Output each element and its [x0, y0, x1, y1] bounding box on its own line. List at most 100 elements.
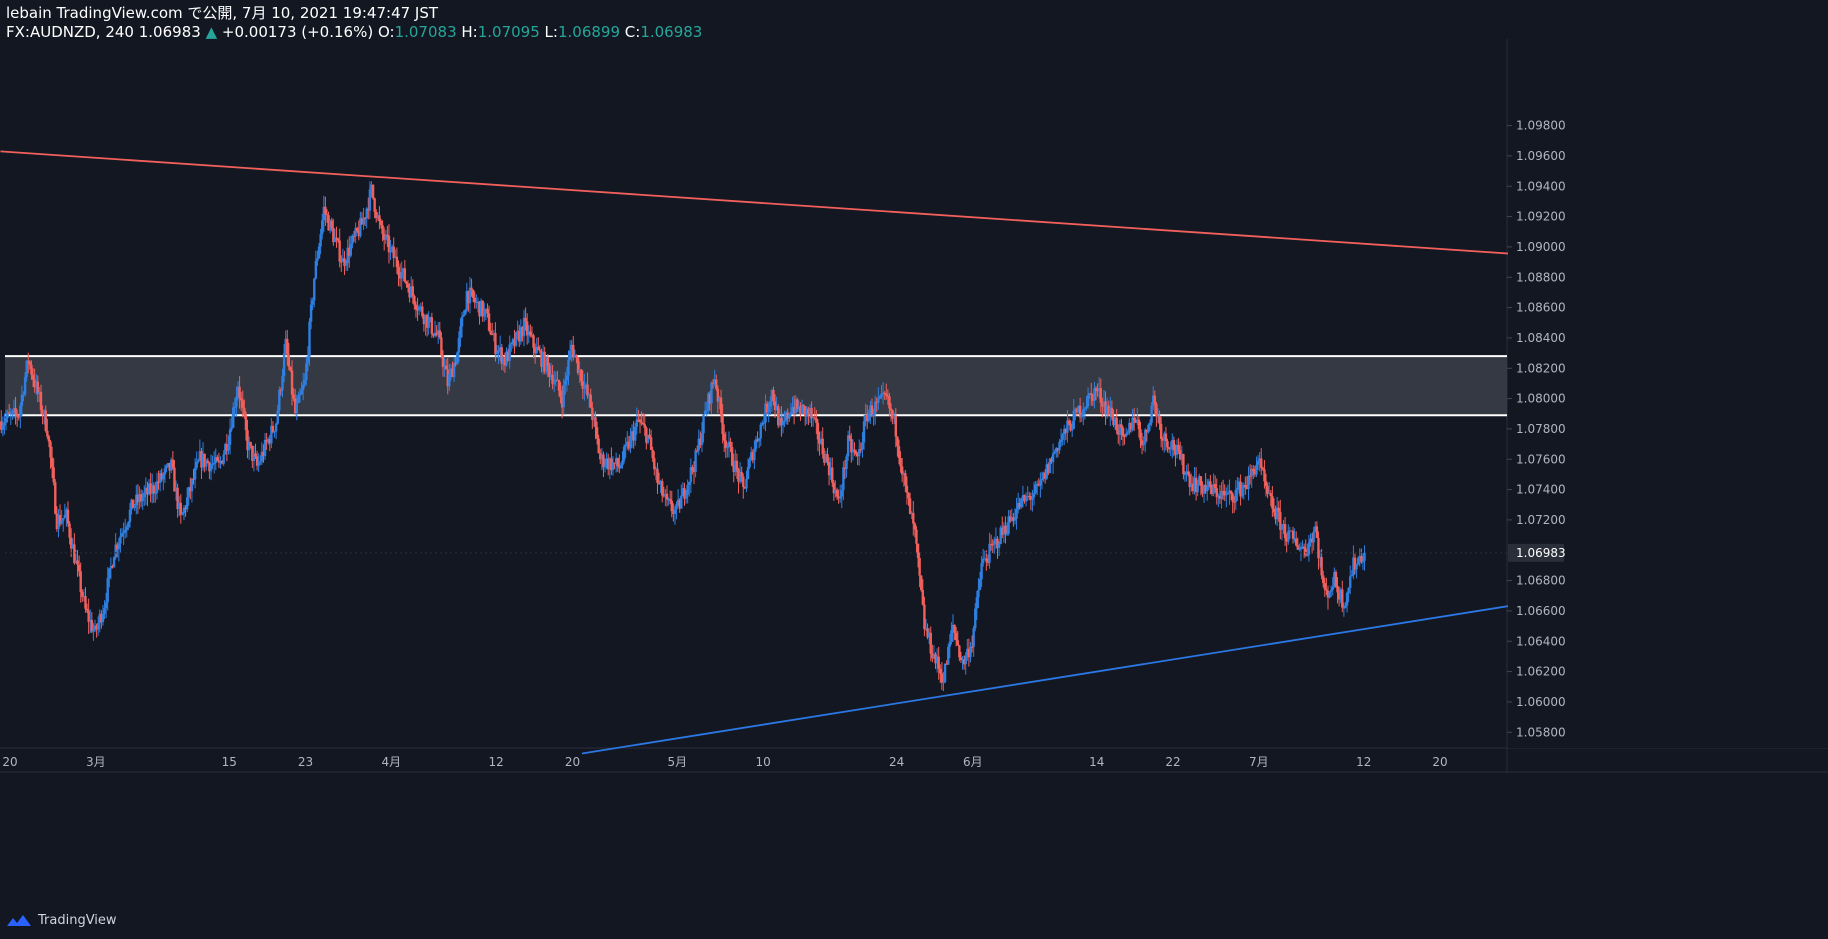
candle-up — [456, 352, 459, 365]
candle-down — [815, 418, 818, 424]
candle-up — [935, 656, 939, 664]
candle-down — [1018, 502, 1021, 508]
candle-up — [629, 435, 632, 449]
candle-down — [724, 440, 727, 449]
candle-down — [343, 258, 346, 266]
candle-down — [489, 330, 492, 335]
candle-up — [838, 496, 842, 499]
candle-down — [959, 657, 963, 661]
candle-up — [1085, 406, 1088, 409]
candle-up — [130, 499, 133, 510]
candle-up — [877, 398, 880, 403]
candle-up — [93, 625, 97, 630]
candle-down — [1285, 538, 1288, 542]
candle-up — [738, 471, 742, 482]
candle-up — [154, 492, 157, 494]
candle-up — [178, 502, 181, 509]
candle-down — [559, 390, 562, 398]
candle-down — [500, 347, 503, 364]
candle-up — [578, 369, 581, 374]
candle-up — [972, 628, 975, 648]
candle-up — [565, 375, 569, 381]
candle-up — [389, 246, 392, 253]
low-label: L: — [544, 23, 558, 41]
candle-down — [721, 415, 724, 435]
candle-down — [530, 335, 534, 337]
candle-down — [837, 496, 840, 499]
candle-down — [46, 430, 49, 437]
candle-down — [1067, 420, 1071, 424]
candle-up — [328, 220, 332, 231]
candle-up — [502, 357, 505, 364]
candle-down — [1341, 589, 1344, 608]
candle-down — [597, 438, 600, 454]
candle-down — [1161, 438, 1164, 441]
candle-down — [246, 430, 249, 451]
candle-down — [653, 458, 656, 470]
candle-up — [449, 368, 453, 375]
candle-down — [41, 410, 44, 415]
candle-down — [58, 515, 62, 524]
candle-up — [42, 410, 46, 415]
candle-up — [452, 362, 456, 378]
candle-down — [1252, 468, 1255, 472]
candle-up — [684, 494, 688, 499]
candle-up — [96, 623, 100, 630]
candle-up — [549, 374, 553, 377]
candle-down — [471, 290, 475, 298]
candle-down — [136, 494, 140, 503]
candle-up — [718, 397, 721, 402]
candle-up — [71, 544, 74, 549]
candle-down — [55, 513, 59, 529]
candle-up — [233, 407, 237, 409]
candle-up — [437, 330, 440, 336]
candle-down — [378, 215, 381, 221]
candle-up — [25, 360, 28, 378]
candle-up — [703, 410, 707, 415]
candle-down — [616, 458, 619, 467]
candle-up — [1063, 429, 1066, 435]
candle-down — [386, 234, 389, 236]
candle-up — [924, 628, 928, 630]
candle-up — [770, 389, 774, 402]
y-tick-label: 1.07800 — [1516, 422, 1566, 436]
candle-up — [757, 438, 761, 442]
candle-down — [580, 369, 583, 382]
candle-down — [379, 220, 383, 226]
candle-up — [519, 327, 523, 342]
candle-down — [743, 486, 747, 489]
candle-down — [430, 317, 434, 334]
candle-up — [232, 407, 235, 428]
candle-down — [265, 439, 268, 443]
candle-up — [1150, 405, 1153, 423]
candle-down — [244, 415, 248, 431]
candle-down — [1336, 586, 1339, 593]
candle-up — [295, 403, 298, 414]
candle-up — [748, 459, 751, 467]
candle-up — [1015, 509, 1018, 519]
candle-up — [1328, 591, 1331, 598]
candle-up — [147, 483, 151, 495]
candle-up — [103, 608, 106, 614]
candle-down — [327, 215, 330, 231]
candle-down — [1096, 390, 1099, 392]
candle-up — [1175, 444, 1179, 455]
candle-down — [807, 408, 810, 415]
candle-down — [294, 398, 297, 414]
candle-up — [1144, 429, 1147, 444]
candle-up — [1045, 464, 1048, 479]
candle-up — [57, 515, 60, 529]
candle-down — [627, 441, 631, 449]
candle-down — [796, 399, 799, 410]
candle-down — [543, 351, 546, 372]
candle-down — [446, 369, 449, 387]
y-tick-label: 1.08600 — [1516, 301, 1566, 315]
candle-down — [332, 228, 335, 243]
candle-down — [1056, 448, 1060, 451]
candle-down — [290, 370, 294, 395]
candle-down — [786, 412, 789, 419]
candle-down — [330, 220, 333, 229]
candle-up — [1024, 496, 1028, 502]
candle-up — [969, 646, 972, 658]
